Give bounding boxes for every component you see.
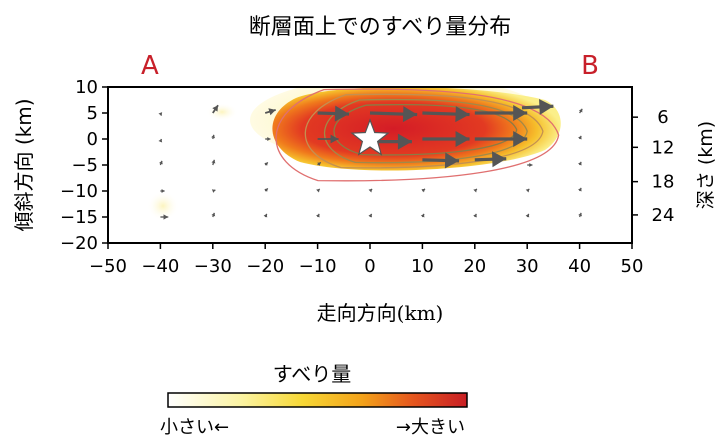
x-tick-label: −50 — [89, 256, 127, 277]
slip-vector-head — [158, 139, 163, 143]
slip-vector-head — [525, 188, 530, 193]
y-tick-label: −10 — [60, 181, 98, 202]
slip-vector-head — [211, 134, 216, 139]
slip-vector-head — [578, 161, 582, 166]
y-axis-label: 傾斜方向 (km) — [12, 98, 36, 231]
slip-vector-head — [317, 162, 321, 166]
x-tick-label: 0 — [364, 256, 375, 277]
x-tick-label: −30 — [194, 256, 232, 277]
slip-vector-head — [211, 212, 216, 217]
right-depth-axis: 6 12 18 24 — [632, 107, 674, 226]
slip-vector-head — [212, 105, 219, 112]
slip-vector-head — [513, 105, 528, 121]
x-tick-label: 10 — [411, 256, 434, 277]
x-tick-label: 20 — [463, 256, 486, 277]
y-tick-label: 5 — [87, 103, 98, 124]
slip-contour — [275, 88, 560, 182]
slip-vector-head — [578, 212, 582, 217]
slip-vector-head — [330, 134, 339, 144]
depth-tick-label: 18 — [652, 172, 675, 193]
slip-main-patch — [272, 87, 561, 171]
depth-tick-label: 6 — [657, 107, 668, 128]
slip-vector-head — [455, 131, 470, 147]
slip-vector-head — [158, 112, 163, 116]
slip-minor-patch — [147, 191, 179, 221]
slip-vector-head — [161, 189, 165, 193]
slip-vector-head — [211, 189, 216, 193]
slip-vector-head — [525, 213, 530, 218]
colorbar-high-label: →大きい — [396, 417, 465, 438]
slip-vector-head — [211, 159, 216, 164]
slip-vector-head — [455, 106, 470, 123]
slip-vector-head — [529, 163, 533, 167]
y-tick-label: −15 — [60, 207, 98, 228]
x-tick-label: −10 — [299, 256, 337, 277]
slip-vector-head — [368, 213, 373, 218]
slip-vector-head — [159, 160, 163, 165]
slip-vector-head — [444, 152, 460, 169]
depth-tick-label: 24 — [652, 205, 675, 226]
slip-heatmap — [147, 87, 583, 221]
colorbar-title: すべり量 — [273, 362, 352, 386]
x-axis-label: 走向方向(km) — [317, 301, 444, 325]
x-tick-label: 50 — [621, 256, 644, 277]
slip-contour — [333, 103, 518, 156]
depth-tick-label: 12 — [652, 137, 675, 158]
slip-vector-head — [473, 188, 477, 193]
x-tick-label: 30 — [516, 256, 539, 277]
slip-minor-patch — [206, 103, 238, 121]
slip-vector-head — [267, 137, 271, 141]
slip-vector-head — [473, 213, 477, 218]
slip-vector-head — [420, 213, 425, 218]
slip-vector-head — [334, 105, 350, 122]
x-tick-label: 40 — [568, 256, 591, 277]
slip-vector-head — [163, 214, 169, 220]
slip-vector-head — [402, 106, 418, 123]
point-label-b: B — [581, 51, 599, 81]
right-axis-label: 深さ (km) — [695, 121, 717, 209]
slip-vector-head — [578, 187, 582, 192]
colorbar-low-label: 小さい← — [160, 417, 229, 438]
slip-vector-head — [268, 108, 276, 116]
slip-vector-head — [578, 135, 582, 140]
x-tick-label: −20 — [246, 256, 284, 277]
y-axis: 10 5 0 −5 −10 −15 −20 — [60, 77, 108, 254]
slip-vector-head — [421, 188, 426, 193]
x-tick-label: −40 — [141, 256, 179, 277]
slip-vector-head — [264, 188, 268, 192]
slip-vector-head — [368, 188, 373, 193]
y-tick-label: −5 — [71, 155, 98, 176]
slip-vector-head — [513, 131, 528, 147]
slip-vector-head — [263, 213, 268, 218]
chart-title: 断層面上でのすべり量分布 — [249, 15, 511, 40]
slip-vector-head — [491, 151, 507, 168]
slip-vector-head — [264, 162, 268, 166]
point-label-a: A — [141, 51, 159, 81]
y-tick-label: 0 — [87, 129, 98, 150]
slip-vector-head — [578, 108, 583, 113]
slip-vector-head — [316, 188, 320, 193]
colorbar — [167, 392, 468, 408]
slip-vector-head — [539, 98, 554, 115]
slip-vector-head — [397, 133, 412, 150]
x-axis: −50 −40 −30 −20 −10 0 10 20 30 40 50 — [89, 243, 643, 277]
y-tick-label: −20 — [60, 233, 98, 254]
slip-contour — [323, 98, 528, 164]
y-tick-label: 10 — [75, 77, 98, 98]
slip-vector-head — [316, 213, 320, 218]
epicenter-star — [350, 118, 390, 156]
